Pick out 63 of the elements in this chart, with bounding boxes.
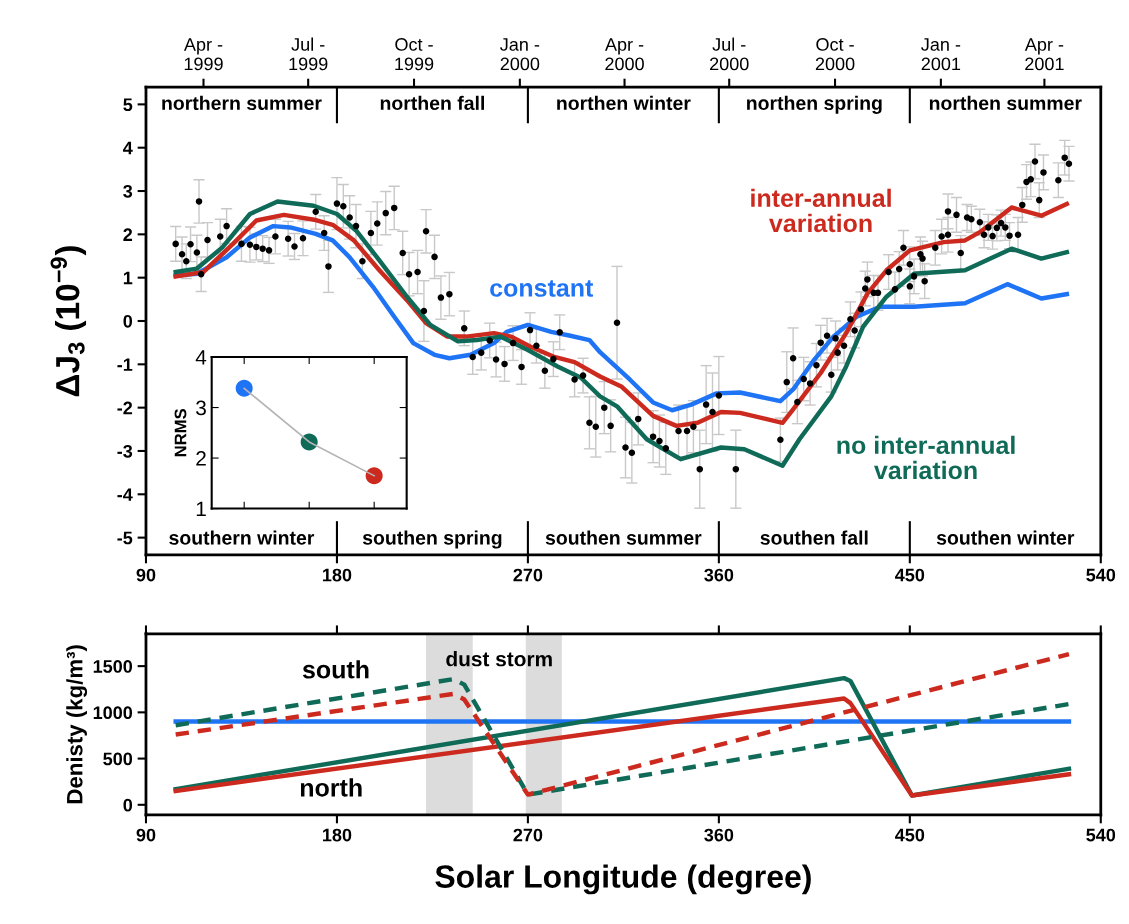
y-tick-label: -2 <box>117 401 133 415</box>
x-tick-label: 180 <box>323 828 352 842</box>
x-tick-label: 90 <box>136 568 156 582</box>
x2-tick-label: Oct - 1999 <box>395 38 434 71</box>
x2-tick-label: Apr - 2000 <box>605 38 644 71</box>
series-label: constant <box>490 280 594 297</box>
x2-tick-label: Jul - 2000 <box>710 37 749 71</box>
x2-tick-label: Jan - 2001 <box>921 38 961 71</box>
x2-tick-label: Jul - 1999 <box>289 37 328 71</box>
annotation: south <box>302 660 369 679</box>
y-tick-label: 0 <box>123 314 133 328</box>
y-tick-label: 5 <box>123 98 133 112</box>
y-tick-label: -5 <box>117 531 133 545</box>
annotation: northen summer <box>929 95 1082 111</box>
y-tick-label: 2 <box>196 451 206 466</box>
point <box>235 379 253 397</box>
x-tick-label: 450 <box>895 568 925 582</box>
x-tick-label: 450 <box>895 828 925 842</box>
y-tick-label: 0 <box>123 798 133 812</box>
annotation: southen spring <box>362 530 502 549</box>
annotation: southen fall <box>760 530 868 545</box>
x-tick-label: 90 <box>136 828 156 842</box>
annotation: southen winter <box>936 530 1075 545</box>
annotation: dust storm <box>446 651 552 667</box>
annotation: northen winter <box>557 95 691 111</box>
annotation: southen summer <box>545 530 702 545</box>
x-tick-label: 540 <box>1086 828 1116 842</box>
line-series <box>173 651 1072 797</box>
y-tick-label: 1000 <box>93 706 133 720</box>
y-tick-label: 4 <box>195 350 207 365</box>
x2-tick-label: Apr - 2001 <box>1024 38 1064 71</box>
annotation: north <box>300 778 362 797</box>
y-axis-title: NRMS <box>174 408 187 457</box>
x-axis-title: Solar Longitude (degree) <box>435 864 811 895</box>
point <box>365 467 383 485</box>
y-tick-label: 500 <box>103 752 133 766</box>
x2-tick-label: Apr - 1999 <box>183 38 223 71</box>
y-tick-label: 2 <box>123 228 133 241</box>
y-tick-label: 1500 <box>93 660 133 673</box>
x2-tick-label: Jan - 2000 <box>500 38 540 71</box>
y-tick-label: -3 <box>117 444 133 458</box>
y-axis-title: ΔJ$_{3}$ (10$^{−9}$) <box>50 246 87 397</box>
x2-tick-label: Oct - 2000 <box>815 38 855 71</box>
y-tick-label: 3 <box>123 184 133 198</box>
x-tick-label: 540 <box>1086 568 1116 582</box>
x-tick-label: 270 <box>513 568 543 582</box>
y-tick-label: -1 <box>117 358 133 371</box>
y-tick-label: 4 <box>123 141 133 155</box>
annotation: northen fall <box>380 95 484 111</box>
annotation: southern winter <box>169 530 315 545</box>
y-tick-label: -4 <box>117 488 133 501</box>
y-tick-label: 1 <box>123 271 133 285</box>
x-tick-label: 180 <box>323 568 352 582</box>
y-tick-label: 3 <box>196 400 206 416</box>
x-tick-label: 360 <box>704 568 734 582</box>
x-tick-label: 360 <box>704 828 734 842</box>
annotation: northen spring <box>747 95 882 114</box>
y-axis-title: Denisty (kg/m³) <box>66 645 88 804</box>
y-tick-label: 1 <box>196 501 206 517</box>
series-label: inter-annual variation <box>751 188 891 233</box>
x-tick-label: 270 <box>513 828 543 842</box>
annotation: northern summer <box>162 95 322 111</box>
series-label: no inter-annual variation <box>837 435 1015 480</box>
